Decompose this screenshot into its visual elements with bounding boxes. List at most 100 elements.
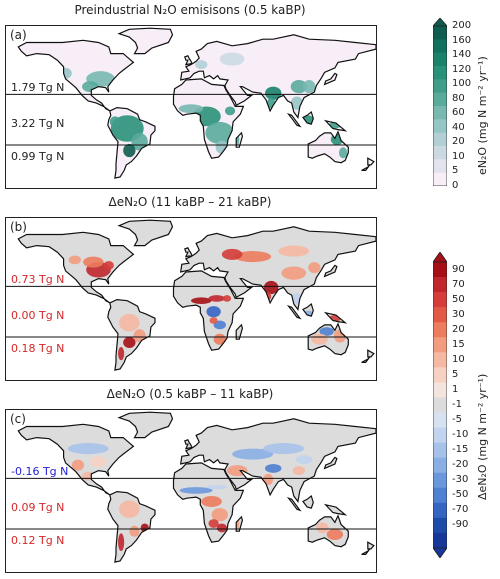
colorbar-swatch	[433, 92, 447, 107]
colorbar-swatch	[433, 382, 447, 398]
colorbar-tick-label: 10	[452, 150, 465, 162]
land-borneo	[303, 496, 314, 509]
coastline-nz2	[361, 164, 371, 171]
colorbar-swatches	[432, 251, 448, 559]
colorbar-tick-label: 20	[452, 323, 465, 335]
colorbar-swatch	[433, 457, 447, 474]
coastline-greenland	[117, 411, 174, 439]
colorbar-swatch	[433, 307, 447, 323]
panel-label-b: (b)	[10, 220, 27, 234]
colorbar-swatch	[433, 39, 447, 53]
coastline-borneo	[302, 302, 314, 317]
colorbar-tick-label: 200	[452, 20, 472, 31]
field-patch	[326, 529, 344, 541]
field-patch	[216, 523, 227, 533]
field-patch	[262, 443, 305, 455]
band-total-a-south: 0.99 Tg N	[11, 150, 65, 163]
colorbar-swatch	[433, 106, 447, 120]
map-panel-a: (a) 1.79 Tg N 3.22 Tg N 0.99 Tg N	[5, 25, 377, 189]
colorbar-swatch	[433, 502, 447, 519]
panel-a-title: Preindustrial N₂O emisisons (0.5 kaBP)	[74, 3, 306, 17]
colorbar-tick-label: 60	[452, 107, 465, 119]
colorbar-swatch	[433, 517, 447, 534]
field-patch	[308, 262, 321, 274]
colorbar-tick-label: 90	[452, 263, 465, 275]
colorbar-swatch	[433, 262, 447, 278]
colorbar-tick-label: -90	[452, 519, 469, 531]
colorbar-swatch	[433, 119, 447, 133]
field-patch	[219, 52, 245, 66]
field-patch	[208, 519, 219, 528]
land-nz2	[361, 548, 370, 555]
coastline-nz	[367, 349, 375, 358]
colorbar-tick-label: 5	[452, 165, 459, 177]
land-nz2	[361, 164, 370, 171]
coastline-sumatra	[286, 304, 302, 320]
field-patch	[295, 455, 313, 464]
colorbar-swatch	[433, 172, 447, 187]
field-patch	[292, 466, 306, 476]
land-greenland	[119, 412, 173, 438]
coastline-sumatra	[286, 112, 302, 128]
colorbar-swatches	[432, 17, 448, 187]
colorbar-swatch	[433, 52, 447, 67]
field-patch	[131, 132, 148, 151]
delta-colorbar	[432, 251, 448, 559]
coastlines	[17, 27, 376, 179]
panel-label-c: (c)	[10, 412, 26, 426]
field-patch	[195, 60, 208, 69]
land-samerica	[107, 299, 155, 371]
field-patch	[179, 487, 213, 494]
land-australia	[308, 515, 349, 547]
emission-colorbar-label: eN₂O (mg N m⁻² yr⁻¹)	[476, 56, 489, 175]
land-greenland	[119, 220, 173, 246]
colorbar-tick-label: 20	[452, 136, 465, 148]
colorbar-swatch	[433, 322, 447, 338]
colorbar-swatch	[433, 532, 447, 549]
field-patch	[71, 459, 85, 471]
field-patch	[278, 245, 310, 257]
colorbar-swatch	[433, 412, 447, 428]
field-patch	[206, 484, 227, 490]
colorbar-tick-label: -1	[452, 399, 462, 410]
map-a	[6, 27, 376, 179]
colorbar-tick-label: -15	[452, 444, 469, 456]
field-patch	[83, 256, 104, 268]
field-patch	[123, 337, 136, 349]
field-patch	[213, 333, 226, 345]
colorbar-tick-label: 120	[452, 63, 472, 75]
colorbar-tick-label: 140	[452, 49, 472, 61]
colorbar-tick-label: 0	[452, 180, 459, 191]
colorbar-tick-label: -10	[452, 429, 469, 441]
land-eurasia	[180, 226, 376, 310]
colorbar-swatch	[433, 132, 447, 147]
colorbar-tick-label: -50	[452, 489, 469, 501]
coastline-greenland	[117, 219, 174, 247]
colorbar-swatch	[433, 292, 447, 308]
field-patch	[224, 106, 236, 116]
field-patch	[303, 80, 316, 94]
field-patch	[118, 533, 125, 552]
colorbar-extend-bottom	[432, 547, 448, 559]
field-patch	[68, 255, 82, 265]
coastline-samerica	[107, 490, 156, 563]
field-patch	[205, 121, 235, 144]
coastline-newguinea	[323, 311, 348, 324]
colorbar-swatch	[433, 427, 447, 443]
coastline-africa	[172, 78, 245, 159]
coastline-nz	[367, 541, 375, 550]
field-patch	[265, 86, 282, 100]
land-greenland	[119, 28, 173, 54]
field-patch	[118, 346, 125, 361]
coastline-australia	[307, 322, 349, 356]
field-patch	[201, 495, 222, 507]
coastline-africa	[172, 270, 245, 351]
colorbar-swatch	[433, 337, 447, 353]
field-patch	[109, 116, 121, 128]
coastline-nz	[367, 157, 375, 166]
coastline-africa	[172, 462, 245, 543]
field-patch	[211, 508, 228, 522]
field-patch	[67, 443, 109, 455]
coastline-namerica	[17, 39, 135, 112]
coastline-borneo	[302, 494, 314, 509]
